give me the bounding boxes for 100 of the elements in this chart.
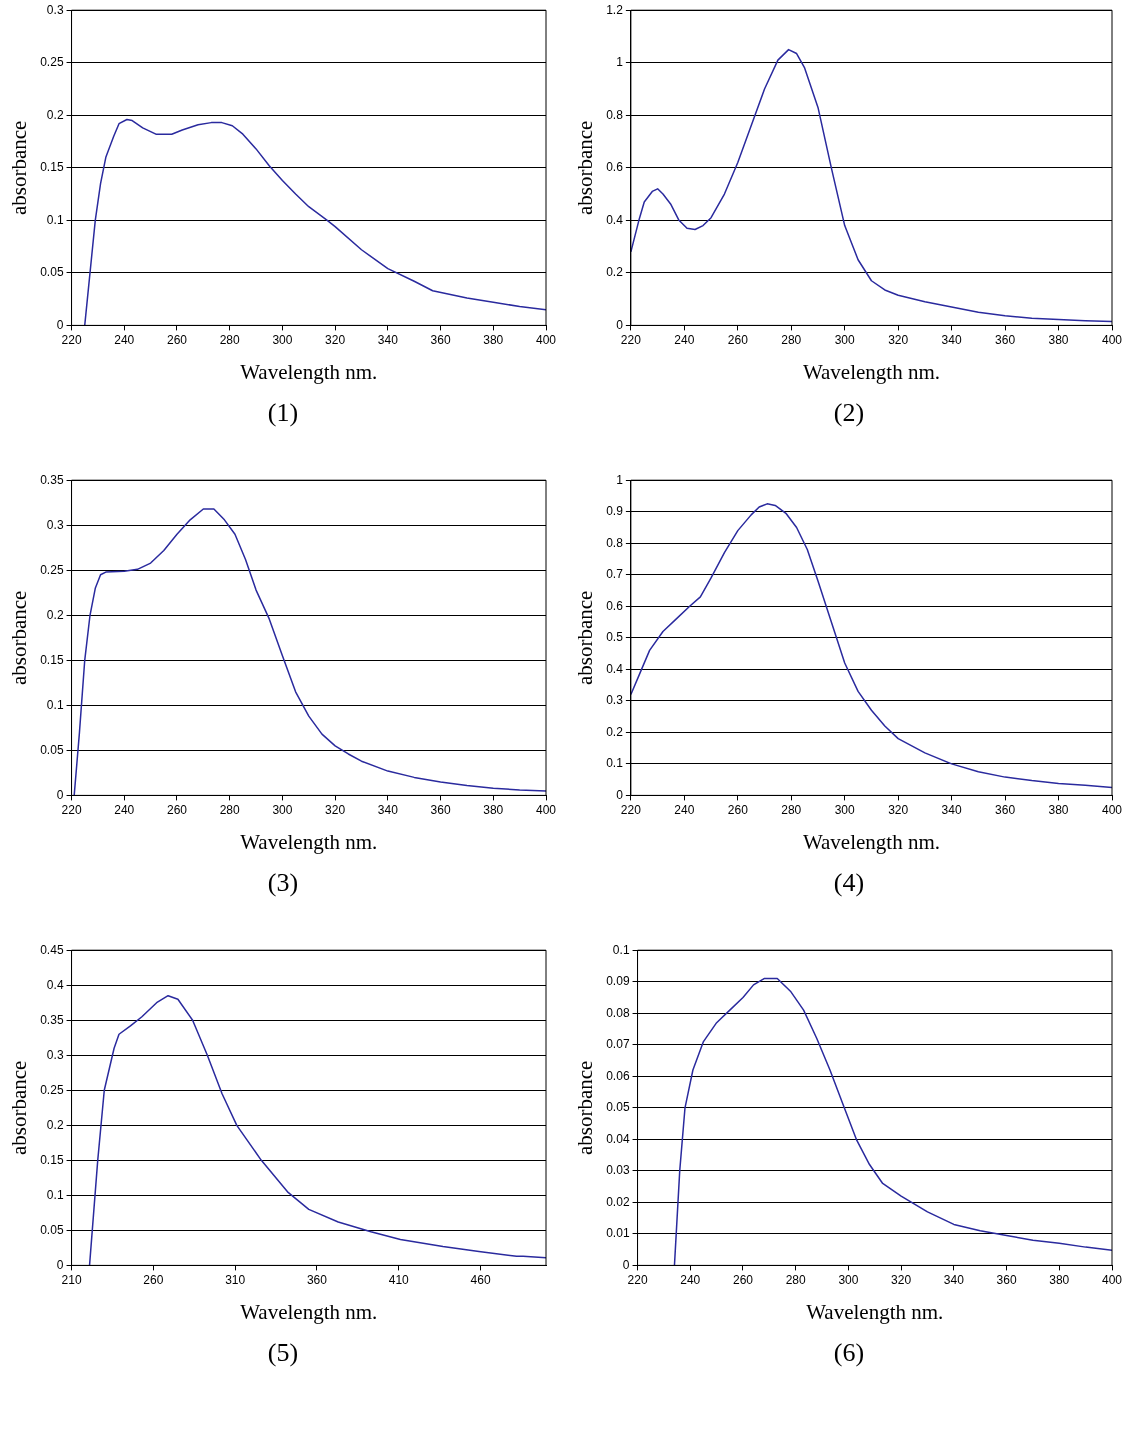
y-tick-label: 0.03 (606, 1163, 630, 1178)
y-tick-label: 0.06 (606, 1068, 630, 1083)
y-tick-label: 0.2 (46, 1117, 64, 1132)
x-tick-label: 360 (430, 802, 451, 817)
y-tick-label: 1 (616, 55, 624, 70)
y-tick-label: 0.1 (612, 942, 630, 957)
y-tick-label: 0.1 (606, 756, 624, 771)
y-tick-label: 0.05 (40, 265, 64, 280)
x-tick-label: 260 (727, 332, 749, 347)
y-tick-label: 0.6 (606, 160, 624, 175)
y-tick-label: 0.3 (46, 2, 64, 17)
x-tick-label: 400 (535, 332, 557, 347)
y-tick-label: 0.2 (606, 265, 624, 280)
y-tick-label: 0.25 (40, 55, 64, 70)
x-tick-label: 410 (388, 1272, 410, 1287)
y-axis-title: absorbance (573, 1060, 598, 1156)
x-tick-label: 260 (143, 1272, 164, 1287)
x-tick-label: 300 (272, 332, 293, 347)
y-tick-label: 0.45 (40, 942, 64, 957)
x-tick-label: 340 (377, 332, 399, 347)
x-tick-label: 400 (1101, 802, 1123, 817)
text: (3) (266, 868, 300, 898)
x-tick-label: 260 (166, 332, 188, 347)
y-tick-label: 0 (56, 1257, 64, 1272)
x-tick-label: 240 (674, 802, 695, 817)
x-tick-label: 260 (732, 1272, 754, 1287)
x-tick-label: 380 (1048, 802, 1069, 817)
y-tick-label: 0 (616, 787, 624, 802)
y-tick-label: 0.15 (40, 652, 64, 667)
x-tick-label: 320 (325, 802, 346, 817)
x-tick-label: 310 (225, 1272, 246, 1287)
x-tick-label: 300 (834, 802, 856, 817)
x-tick-label: 360 (996, 1272, 1017, 1287)
y-tick-label: 1 (616, 472, 624, 487)
x-tick-label: 240 (114, 332, 135, 347)
y-tick-label: 0.3 (46, 517, 64, 532)
x-tick-label: 380 (483, 332, 504, 347)
y-tick-label: 0 (616, 317, 624, 332)
x-tick-label: 300 (272, 802, 293, 817)
y-axis-title: absorbance (7, 120, 32, 216)
y-tick-label: 0.35 (40, 1012, 64, 1027)
y-tick-label: 0.9 (606, 504, 624, 519)
x-tick-label: 220 (620, 332, 642, 347)
x-tick-label: 280 (781, 802, 802, 817)
y-tick-label: 0.02 (606, 1194, 630, 1209)
x-tick-label: 280 (785, 1272, 807, 1287)
x-tick-label: 340 (377, 802, 399, 817)
y-tick-label: 0.07 (606, 1037, 630, 1052)
x-tick-label: 360 (995, 332, 1016, 347)
y-tick-label: 0.35 (40, 472, 64, 487)
x-tick-label: 380 (1048, 332, 1069, 347)
x-tick-label: 240 (114, 802, 135, 817)
y-tick-label: 0.1 (46, 1187, 64, 1202)
x-tick-label: 280 (219, 802, 241, 817)
x-tick-label: 260 (166, 802, 188, 817)
y-tick-label: 0 (56, 317, 64, 332)
x-axis-title: Wavelength nm. (806, 1299, 944, 1324)
text: (4) (832, 868, 866, 898)
y-tick-label: 0.7 (606, 567, 624, 582)
y-tick-label: 0.15 (40, 160, 64, 175)
x-tick-label: 320 (325, 332, 346, 347)
y-tick-label: 0.8 (606, 107, 624, 122)
y-tick-label: 0.8 (606, 535, 624, 550)
x-tick-label: 300 (834, 332, 856, 347)
y-tick-label: 0.6 (606, 598, 624, 613)
x-tick-label: 360 (306, 1272, 328, 1287)
y-tick-label: 0.1 (46, 212, 64, 227)
y-tick-label: 0.09 (606, 974, 630, 989)
x-tick-label: 320 (888, 802, 909, 817)
x-tick-label: 400 (1101, 332, 1123, 347)
text: (2) (832, 398, 866, 428)
x-axis-title: Wavelength nm. (240, 359, 378, 384)
x-tick-label: 360 (995, 802, 1016, 817)
y-tick-label: 0.05 (606, 1100, 630, 1115)
x-axis-title: Wavelength nm. (240, 1299, 378, 1324)
x-tick-label: 260 (727, 802, 749, 817)
x-tick-label: 240 (680, 1272, 701, 1287)
x-tick-label: 210 (61, 1272, 82, 1287)
x-tick-label: 320 (888, 332, 909, 347)
x-tick-label: 220 (627, 1272, 648, 1287)
text: (1) (266, 398, 300, 428)
x-tick-label: 220 (620, 802, 642, 817)
text: (5) (266, 1338, 300, 1368)
y-tick-label: 0.01 (606, 1226, 630, 1241)
x-tick-label: 360 (430, 332, 451, 347)
x-axis-title: Wavelength nm. (802, 359, 940, 384)
y-tick-label: 0 (56, 787, 64, 802)
y-tick-label: 0.2 (46, 107, 64, 122)
x-tick-label: 340 (941, 802, 962, 817)
x-tick-label: 460 (470, 1272, 491, 1287)
x-tick-label: 280 (219, 332, 241, 347)
y-tick-label: 0.05 (40, 1222, 64, 1237)
x-tick-label: 220 (61, 802, 82, 817)
x-tick-label: 380 (483, 802, 504, 817)
y-tick-label: 0.4 (606, 661, 624, 676)
y-axis-title: absorbance (7, 1060, 32, 1156)
x-axis-title: Wavelength nm. (802, 829, 940, 854)
y-tick-label: 0 (622, 1257, 630, 1272)
x-tick-label: 320 (891, 1272, 912, 1287)
y-tick-label: 0.4 (46, 977, 64, 992)
